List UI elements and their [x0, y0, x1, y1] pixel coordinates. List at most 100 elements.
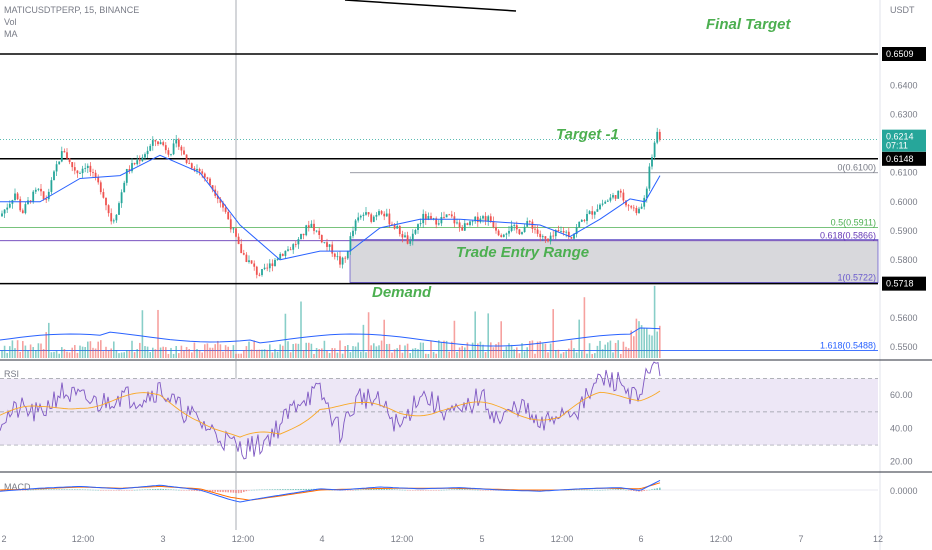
volume-bar	[549, 343, 552, 358]
candle-body	[183, 150, 185, 155]
volume-bar	[568, 348, 570, 358]
macd-histogram-bar	[24, 490, 27, 491]
volume-bar	[243, 350, 245, 358]
candle-body	[73, 167, 76, 171]
volume-bar	[326, 350, 328, 358]
volume-bar	[575, 352, 578, 358]
candle-body	[227, 211, 230, 220]
fib-retracement[interactable]: 0(0.6100) 0.5(0.5911) 0.618(0.5866) 1(0.572…	[0, 163, 879, 351]
volume-bar	[620, 353, 622, 358]
time-tick-label: 12:00	[72, 534, 95, 544]
macd-histogram-bar	[609, 489, 612, 491]
volume-bar	[32, 347, 34, 358]
volume-bar	[16, 340, 19, 358]
macd-histogram-bar	[211, 490, 214, 492]
volume-bar	[646, 328, 648, 358]
macd-histogram-bar	[360, 489, 362, 491]
candle-body	[281, 254, 284, 256]
candle-body	[196, 168, 198, 171]
macd-histogram-bar	[422, 490, 424, 491]
candle-body	[68, 158, 71, 163]
macd-histogram-bar	[471, 489, 474, 491]
candle-body	[266, 267, 269, 269]
candle-body	[643, 197, 646, 207]
macd-histogram-bar	[159, 488, 162, 490]
macd-histogram-bar	[191, 490, 193, 491]
volume-bar	[573, 348, 575, 358]
volume-bar	[144, 346, 146, 358]
annotations[interactable]: Final Target Target -1 Trade Entry Range…	[372, 16, 791, 301]
macd-histogram-bar	[167, 489, 170, 490]
candle-body	[138, 160, 141, 162]
macd-histogram-bar	[417, 490, 419, 491]
candle-body	[284, 250, 287, 256]
trend-line[interactable]	[344, 0, 517, 12]
volume-bar	[68, 352, 71, 358]
volume-bar	[648, 334, 651, 358]
volume-bar	[224, 345, 227, 358]
candle-body	[188, 162, 191, 164]
candle-body	[172, 143, 175, 155]
volume-bar	[19, 351, 21, 358]
candle-body	[185, 154, 188, 163]
candle-body	[586, 213, 588, 221]
candle-body	[367, 212, 370, 215]
macd-histogram-bar	[378, 488, 380, 490]
macd-histogram-bar	[399, 489, 401, 491]
price-tick-label: 0.5600	[890, 313, 918, 323]
volume-bar	[37, 343, 40, 358]
candle-body	[21, 210, 24, 214]
candle-body	[339, 256, 341, 265]
macd-histogram-bar	[118, 490, 120, 491]
time-tick-label: 4	[319, 534, 324, 544]
macd-histogram-bar	[81, 489, 84, 490]
candle-body	[443, 216, 445, 218]
candle-body	[658, 131, 661, 140]
macd-histogram-bar	[383, 488, 385, 490]
volume-bar	[256, 349, 258, 358]
candle-body	[557, 230, 560, 232]
macd-histogram-bar	[575, 489, 578, 491]
volume-bar	[196, 348, 198, 358]
fib-level-label: 1.618(0.5488)	[820, 340, 876, 350]
macd-histogram-bar	[274, 489, 276, 490]
candle-body	[131, 163, 133, 172]
macd-histogram-bar	[477, 489, 479, 491]
volume-bar	[261, 349, 263, 358]
volume-bar	[357, 342, 359, 358]
macd-histogram-bar	[401, 489, 404, 491]
candle-body	[497, 230, 500, 236]
price-axis[interactable]: USDT	[879, 0, 915, 550]
volume-bar	[399, 344, 401, 358]
candle-body	[292, 244, 295, 250]
volume-bar	[295, 343, 297, 358]
candle-body	[424, 213, 427, 220]
candle-body	[502, 234, 505, 237]
macd-histogram-bar	[648, 489, 651, 491]
candle-body	[627, 205, 630, 207]
macd-histogram-bar	[331, 489, 333, 491]
candle-body	[601, 203, 604, 205]
volume-bar	[419, 342, 422, 358]
macd-histogram-bar	[396, 489, 398, 491]
candle-body	[102, 192, 105, 198]
volume-bar	[482, 344, 484, 358]
candle-body	[86, 165, 89, 168]
macd-label: MACD	[4, 482, 31, 492]
candle-body	[388, 213, 391, 225]
rsi-tick-label: 60.00	[890, 390, 913, 400]
candle-body	[396, 225, 399, 229]
volume-bar	[250, 349, 253, 358]
macd-histogram-bar	[50, 489, 53, 490]
candle-body	[476, 216, 479, 223]
candle-body	[107, 205, 110, 214]
volume-bar	[248, 341, 250, 358]
volume-bar	[362, 324, 365, 358]
macd-histogram-bar	[586, 489, 588, 491]
candle-body	[133, 163, 136, 165]
volume-bar	[461, 345, 463, 358]
volume-bar	[396, 348, 398, 358]
candle-body	[385, 213, 388, 217]
